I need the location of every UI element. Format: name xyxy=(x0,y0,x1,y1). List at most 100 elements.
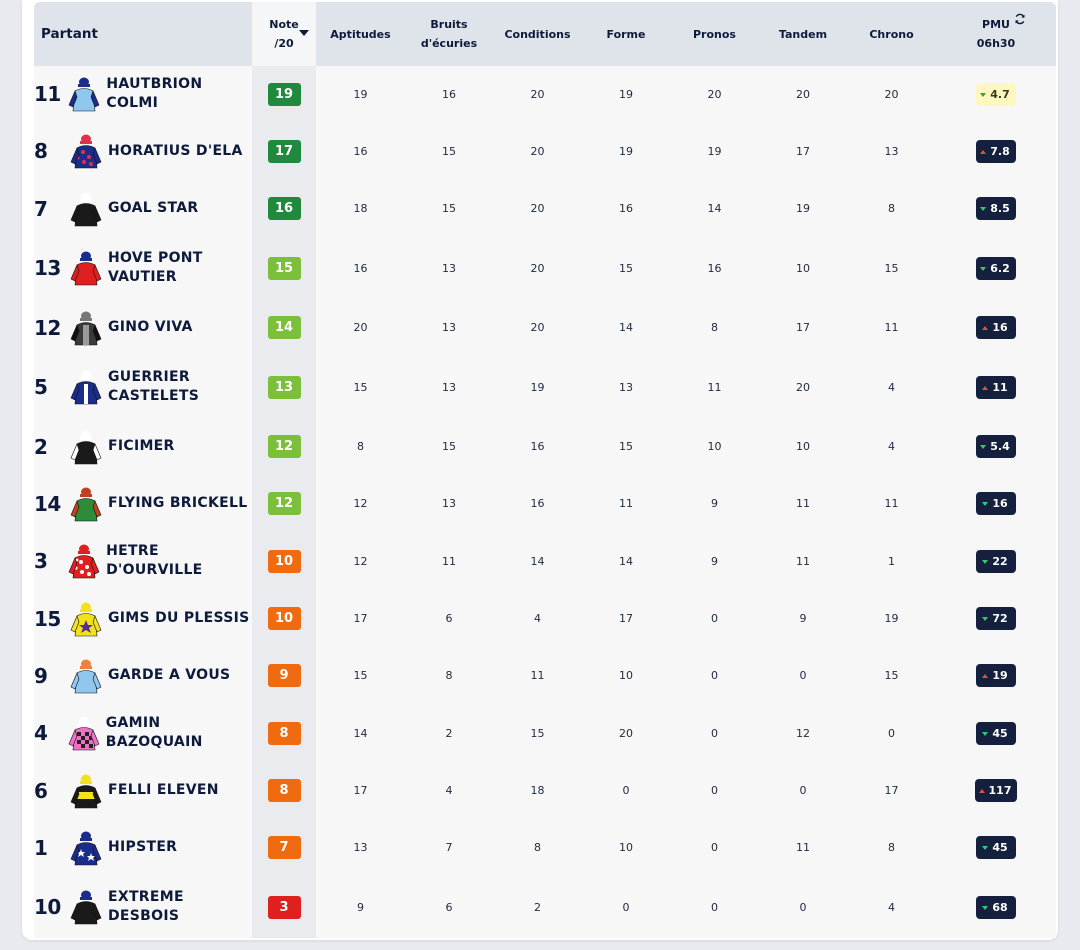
horse-name[interactable]: HETRE D'OURVILLE xyxy=(106,542,252,580)
table-row[interactable]: 11 HAUTBRION COLMI 19 19 16 20 19 20 20 20 4.7 xyxy=(34,66,1056,122)
odds-badge[interactable]: 8.5 xyxy=(976,197,1016,220)
score-forme: 16 xyxy=(582,180,670,237)
horse-name[interactable]: GARDE A VOUS xyxy=(108,666,230,685)
odds-badge[interactable]: 6.2 xyxy=(976,256,1016,280)
horse-name[interactable]: GIMS DU PLESSIS xyxy=(108,609,250,628)
note-cell: 9 xyxy=(252,647,316,704)
horse-name[interactable]: EXTREME DESBOIS xyxy=(108,888,184,926)
header-conditions[interactable]: Conditions xyxy=(493,2,582,66)
odds-badge[interactable]: 7.8 xyxy=(976,139,1016,163)
runner-info: 10 EXTREME DESBOIS xyxy=(34,888,252,926)
header-aptitudes[interactable]: Aptitudes xyxy=(316,2,405,66)
table-row[interactable]: 2 FICIMER 12 8 15 16 15 10 10 4 5.4 xyxy=(34,418,1056,475)
header-tandem[interactable]: Tandem xyxy=(759,2,847,66)
runner-cell: 2 FICIMER xyxy=(34,418,252,475)
odds-badge[interactable]: 68 xyxy=(976,895,1016,919)
odds-badge[interactable]: 5.4 xyxy=(976,435,1016,458)
odds-up-icon xyxy=(982,326,989,330)
horse-name[interactable]: FELLI ELEVEN xyxy=(108,781,219,800)
horse-name[interactable]: HIPSTER xyxy=(108,838,177,857)
score-pronos: 0 xyxy=(670,876,759,938)
refresh-icon[interactable] xyxy=(1014,13,1026,25)
odds-badge[interactable]: 117 xyxy=(974,779,1018,802)
table-row[interactable]: 6 FELLI ELEVEN 8 17 4 18 0 0 0 17 117 xyxy=(34,762,1056,819)
odds-value: 19 xyxy=(992,669,1008,682)
runner-cell: 6 FELLI ELEVEN xyxy=(34,762,252,819)
score-tandem: 20 xyxy=(759,356,847,418)
header-pronos[interactable]: Pronos xyxy=(670,2,759,66)
score-pronos: 10 xyxy=(670,418,759,475)
horse-name[interactable]: HAUTBRION COLMI xyxy=(106,75,252,113)
horse-name[interactable]: GOAL STAR xyxy=(108,199,199,218)
odds-badge[interactable]: 45 xyxy=(976,836,1016,859)
pmu-cell: 22 xyxy=(936,532,1056,590)
table-row[interactable]: 8 HORATIUS D'ELA 17 16 15 20 19 19 17 13 7.8 xyxy=(34,122,1056,180)
odds-badge[interactable]: 22 xyxy=(976,549,1016,573)
odds-badge[interactable]: 45 xyxy=(976,721,1016,745)
table-row[interactable]: 9 GARDE A VOUS 9 15 8 11 10 0 0 15 19 xyxy=(34,647,1056,704)
header-chrono[interactable]: Chrono xyxy=(847,2,936,66)
horse-name[interactable]: HOVE PONT VAUTIER xyxy=(108,249,203,287)
score-pronos: 20 xyxy=(670,66,759,122)
score-chrono: 8 xyxy=(847,180,936,237)
score-forme: 0 xyxy=(582,762,670,819)
header-pronos-label: Pronos xyxy=(693,27,736,41)
horse-name[interactable]: GAMIN BAZOQUAIN xyxy=(106,714,252,752)
odds-badge[interactable]: 11 xyxy=(976,375,1016,399)
horse-name-line1: GARDE A VOUS xyxy=(108,667,231,683)
horse-name-line2: DESBOIS xyxy=(108,908,180,924)
odds-value: 11 xyxy=(992,380,1008,394)
horse-name-line1: GINO VIVA xyxy=(108,319,193,335)
horse-name-line1: HORATIUS D'ELA xyxy=(108,142,243,159)
score-conditions: 14 xyxy=(493,532,582,590)
odds-badge[interactable]: 72 xyxy=(976,607,1016,630)
score-aptitudes: 20 xyxy=(316,299,405,356)
pmu-cell: 16 xyxy=(936,475,1056,532)
horse-name-line1: FICIMER xyxy=(108,438,175,454)
odds-value: 16 xyxy=(992,321,1008,334)
score-chrono: 20 xyxy=(847,66,936,122)
table-row[interactable]: 13 HOVE PONT VAUTIER 15 16 13 20 15 16 10 15 6.2 xyxy=(34,237,1056,299)
horse-name[interactable]: GUERRIER CASTELETS xyxy=(108,368,199,406)
header-chrono-label: Chrono xyxy=(869,27,914,41)
score-bruits: 13 xyxy=(405,237,493,299)
score-tandem: 11 xyxy=(759,532,847,590)
score-chrono: 4 xyxy=(847,356,936,418)
header-pmu[interactable]: PMU 06h30 xyxy=(936,2,1056,66)
table-row[interactable]: 1 HIPSTER 7 13 7 8 10 0 11 8 45 xyxy=(34,819,1056,876)
table-row[interactable]: 5 GUERRIER CASTELETS 13 15 13 19 13 11 20 4 11 xyxy=(34,356,1056,418)
sort-desc-icon[interactable] xyxy=(299,30,309,36)
table-row[interactable]: 12 GINO VIVA 14 20 13 20 14 8 17 11 16 xyxy=(34,299,1056,356)
header-partant[interactable]: Partant xyxy=(34,2,252,66)
note-cell: 7 xyxy=(252,819,316,876)
table-row[interactable]: 10 EXTREME DESBOIS 3 9 6 2 0 0 0 4 68 xyxy=(34,876,1056,938)
odds-badge[interactable]: 4.7 xyxy=(976,82,1016,106)
header-note[interactable]: Note /20 xyxy=(252,2,316,66)
score-tandem: 0 xyxy=(759,647,847,704)
horse-name[interactable]: FLYING BRICKELL xyxy=(108,494,247,513)
note-badge: 7 xyxy=(267,836,301,859)
odds-badge[interactable]: 19 xyxy=(976,664,1016,687)
horse-name[interactable]: FICIMER xyxy=(108,437,175,456)
jacket-icon xyxy=(68,600,104,638)
odds-down-icon xyxy=(982,502,989,506)
table-row[interactable]: 14 FLYING BRICKELL 12 12 13 16 11 9 11 11 16 xyxy=(34,475,1056,532)
table-row[interactable]: 3 HETRE D'OURVILLE 10 12 11 14 14 9 11 1 22 xyxy=(34,532,1056,590)
runner-info: 14 FLYING BRICKELL xyxy=(34,485,252,523)
table-row[interactable]: 7 GOAL STAR 16 18 15 20 16 14 19 8 8.5 xyxy=(34,180,1056,237)
header-forme[interactable]: Forme xyxy=(582,2,670,66)
odds-down-icon xyxy=(980,92,987,97)
runner-number: 3 xyxy=(34,549,48,573)
header-bruits[interactable]: Bruits d'écuries xyxy=(405,2,493,66)
horse-name[interactable]: GINO VIVA xyxy=(108,318,193,337)
jacket-icon xyxy=(68,249,104,287)
odds-badge[interactable]: 16 xyxy=(976,316,1016,339)
horse-name[interactable]: HORATIUS D'ELA xyxy=(108,142,243,161)
score-pronos: 16 xyxy=(670,237,759,299)
odds-badge[interactable]: 16 xyxy=(976,492,1016,515)
score-conditions: 16 xyxy=(493,418,582,475)
runner-cell: 12 GINO VIVA xyxy=(34,299,252,356)
table-row[interactable]: 15 GIMS DU PLESSIS 10 17 6 4 17 0 9 19 72 xyxy=(34,590,1056,647)
table-row[interactable]: 4 GAMIN BAZOQUAIN 8 14 2 15 20 0 12 0 45 xyxy=(34,704,1056,762)
odds-value: 4.7 xyxy=(990,87,1010,101)
